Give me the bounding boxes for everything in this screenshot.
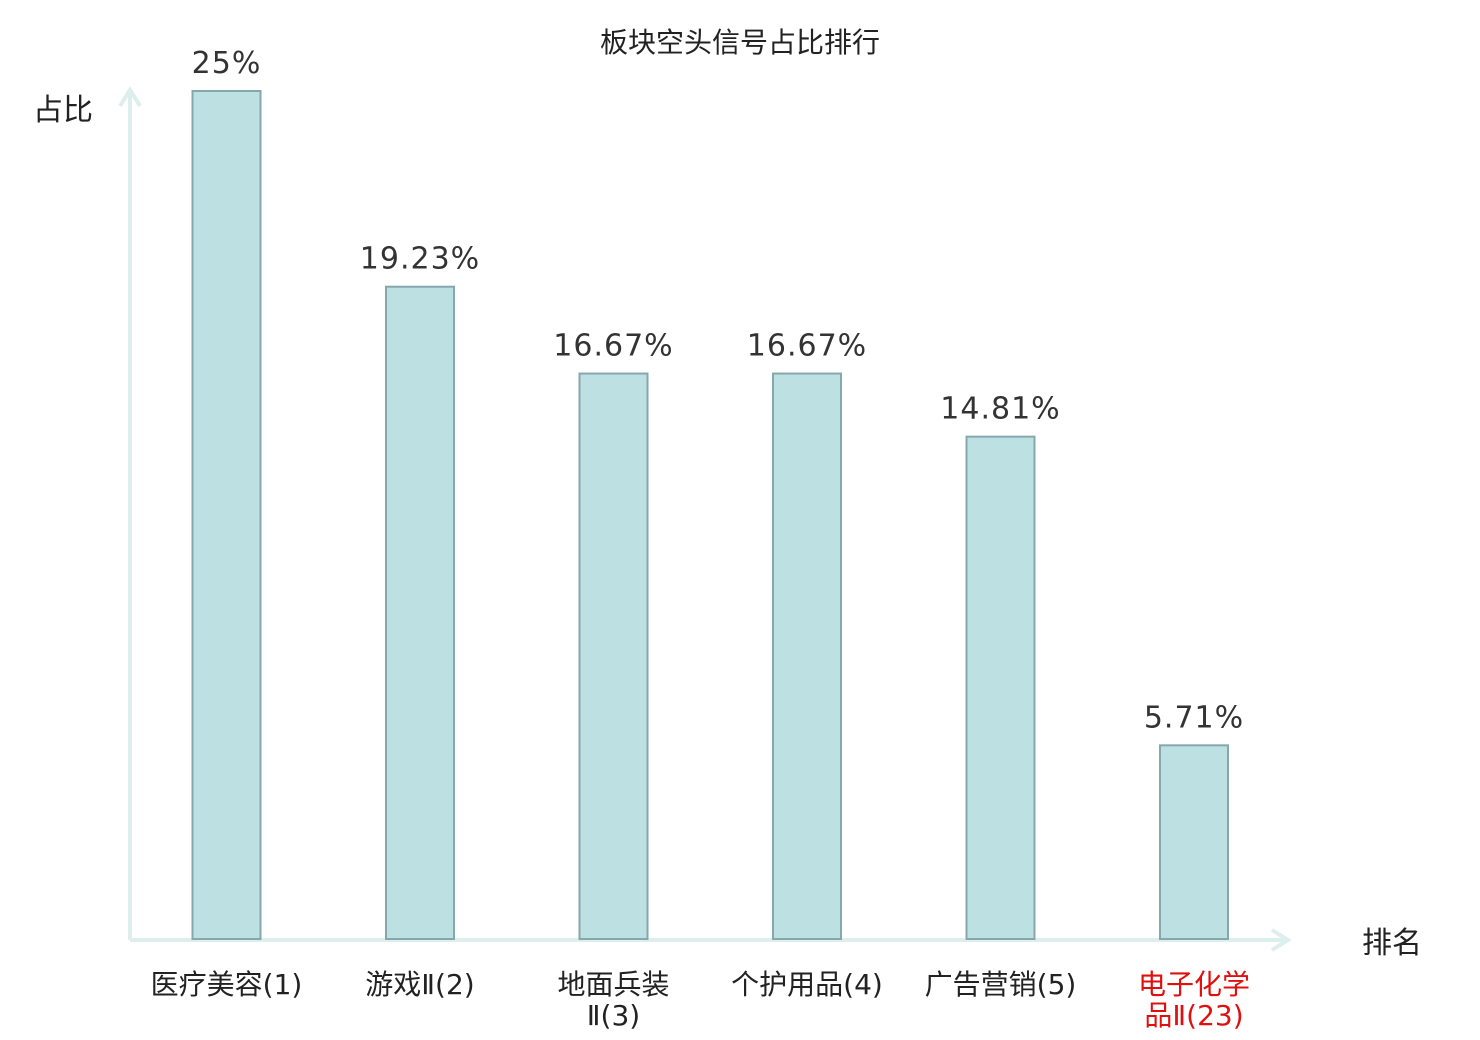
- category-label-line: 电子化学: [1138, 968, 1250, 1001]
- category-label-line: 地面兵装: [557, 968, 669, 1001]
- category-label-line: Ⅱ(3): [587, 999, 640, 1032]
- category-label-line: 广告营销(5): [925, 968, 1077, 1001]
- y-axis-arrow-icon: [118, 86, 142, 108]
- category-label-line: 品Ⅱ(23): [1144, 999, 1243, 1032]
- bar-4: [772, 372, 842, 940]
- y-axis-label: 占比: [33, 93, 93, 128]
- value-label-6: 5.71%: [1144, 700, 1244, 735]
- category-label-1: 医疗美容(1): [151, 968, 303, 1001]
- category-label-5: 广告营销(5): [925, 968, 1077, 1001]
- value-label-1: 25%: [192, 46, 262, 81]
- category-label-3: 地面兵装 Ⅱ(3): [557, 968, 669, 1032]
- value-label-5: 14.81%: [940, 392, 1060, 427]
- category-labels-group: 医疗美容(1) 游戏Ⅱ(2) 地面兵装 Ⅱ(3) 个护用品(4) 广告营销(5) 电子化学品…: [151, 968, 1250, 1032]
- category-label-2: 游戏Ⅱ(2): [365, 968, 474, 1001]
- bar-5: [965, 435, 1036, 940]
- category-label-line: 个护用品(4): [731, 968, 883, 1001]
- value-labels-group: 25% 19.23% 16.67% 16.67% 14.81% 5.71%: [192, 46, 1244, 735]
- value-label-4: 16.67%: [747, 329, 867, 364]
- bar-3: [578, 372, 649, 940]
- chart-title: 板块空头信号占比排行: [600, 26, 880, 59]
- bar-6: [1159, 744, 1229, 940]
- bar-2: [385, 285, 455, 941]
- category-label-line: 医疗美容(1): [151, 968, 303, 1001]
- category-label-line: 游戏Ⅱ(2): [365, 968, 474, 1001]
- value-label-3: 16.67%: [553, 329, 673, 364]
- x-axis-label: 排名: [1362, 926, 1422, 961]
- x-axis-arrow-icon: [1270, 928, 1292, 952]
- category-label-6: 电子化学品Ⅱ(23): [1138, 968, 1250, 1032]
- value-label-2: 19.23%: [360, 242, 480, 277]
- axes: [118, 86, 1292, 952]
- category-label-4: 个护用品(4): [731, 968, 883, 1001]
- bar-1: [191, 90, 262, 940]
- bars-group: [191, 90, 1229, 941]
